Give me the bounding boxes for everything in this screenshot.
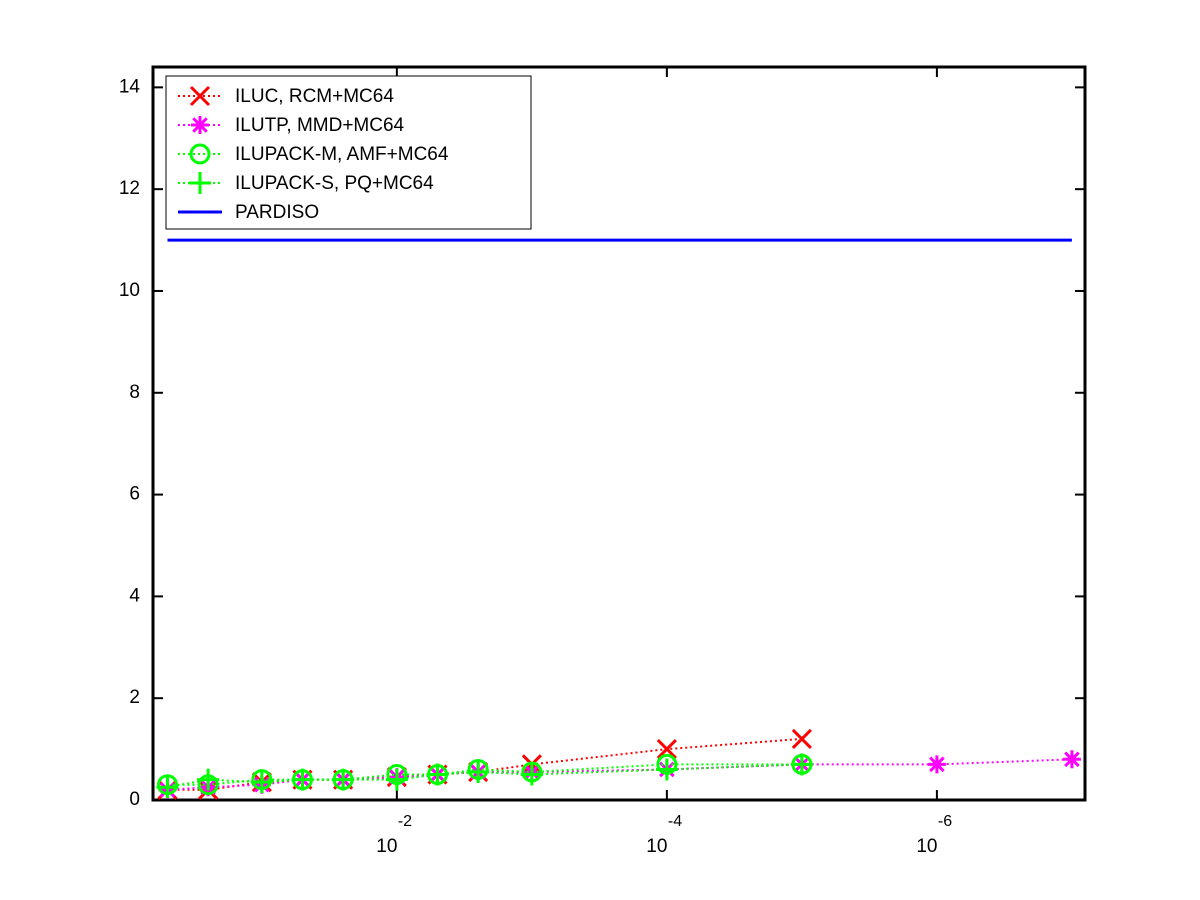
x-tick-label: 10 [646,836,667,857]
marker [197,768,220,791]
legend-label: ILUTP, MMD+MC64 [235,115,405,136]
legend-box [165,75,532,230]
legend-label: ILUPACK-S, PQ+MC64 [235,173,434,194]
marker [927,755,946,774]
marker [250,771,273,794]
legend-marker [189,85,211,107]
axes-box [151,65,1087,802]
marker [426,763,449,786]
y-tick-label: 4 [129,585,140,606]
legend-marker [191,116,209,134]
y-tick-label: 6 [129,484,140,505]
marker [791,728,812,749]
legend-label: PARDISO [235,202,319,223]
marker [332,768,355,791]
x-tick-exponent: -2 [398,813,412,830]
marker [1062,750,1081,769]
y-tick-label: 2 [129,687,140,708]
y-tick-label: 0 [129,789,140,810]
legend-marker [189,172,211,194]
marker [656,739,677,760]
marker [520,763,543,786]
y-tick-label: 14 [119,76,141,97]
x-tick-exponent: -6 [938,813,952,830]
x-tick-label: 10 [376,836,397,857]
y-tick-label: 12 [119,178,140,199]
marker [385,768,408,791]
legend-marker [189,143,211,165]
marker [291,768,314,791]
legend-label: ILUC, RCM+MC64 [235,86,394,107]
marker [790,753,813,776]
marker [655,758,678,781]
series-line [167,763,802,786]
marker [156,776,179,799]
marker [467,761,490,784]
x-tick-exponent: -4 [668,813,682,830]
legend: ILUC, RCM+MC64 ILUTP, MMD+MC64 ILUPACK-M, … [165,75,532,230]
legend-label: ILUPACK-M, AMF+MC64 [235,144,449,165]
y-tick-label: 8 [129,382,140,403]
x-tick-label: 10 [916,836,937,857]
y-tick-label: 10 [119,280,140,301]
